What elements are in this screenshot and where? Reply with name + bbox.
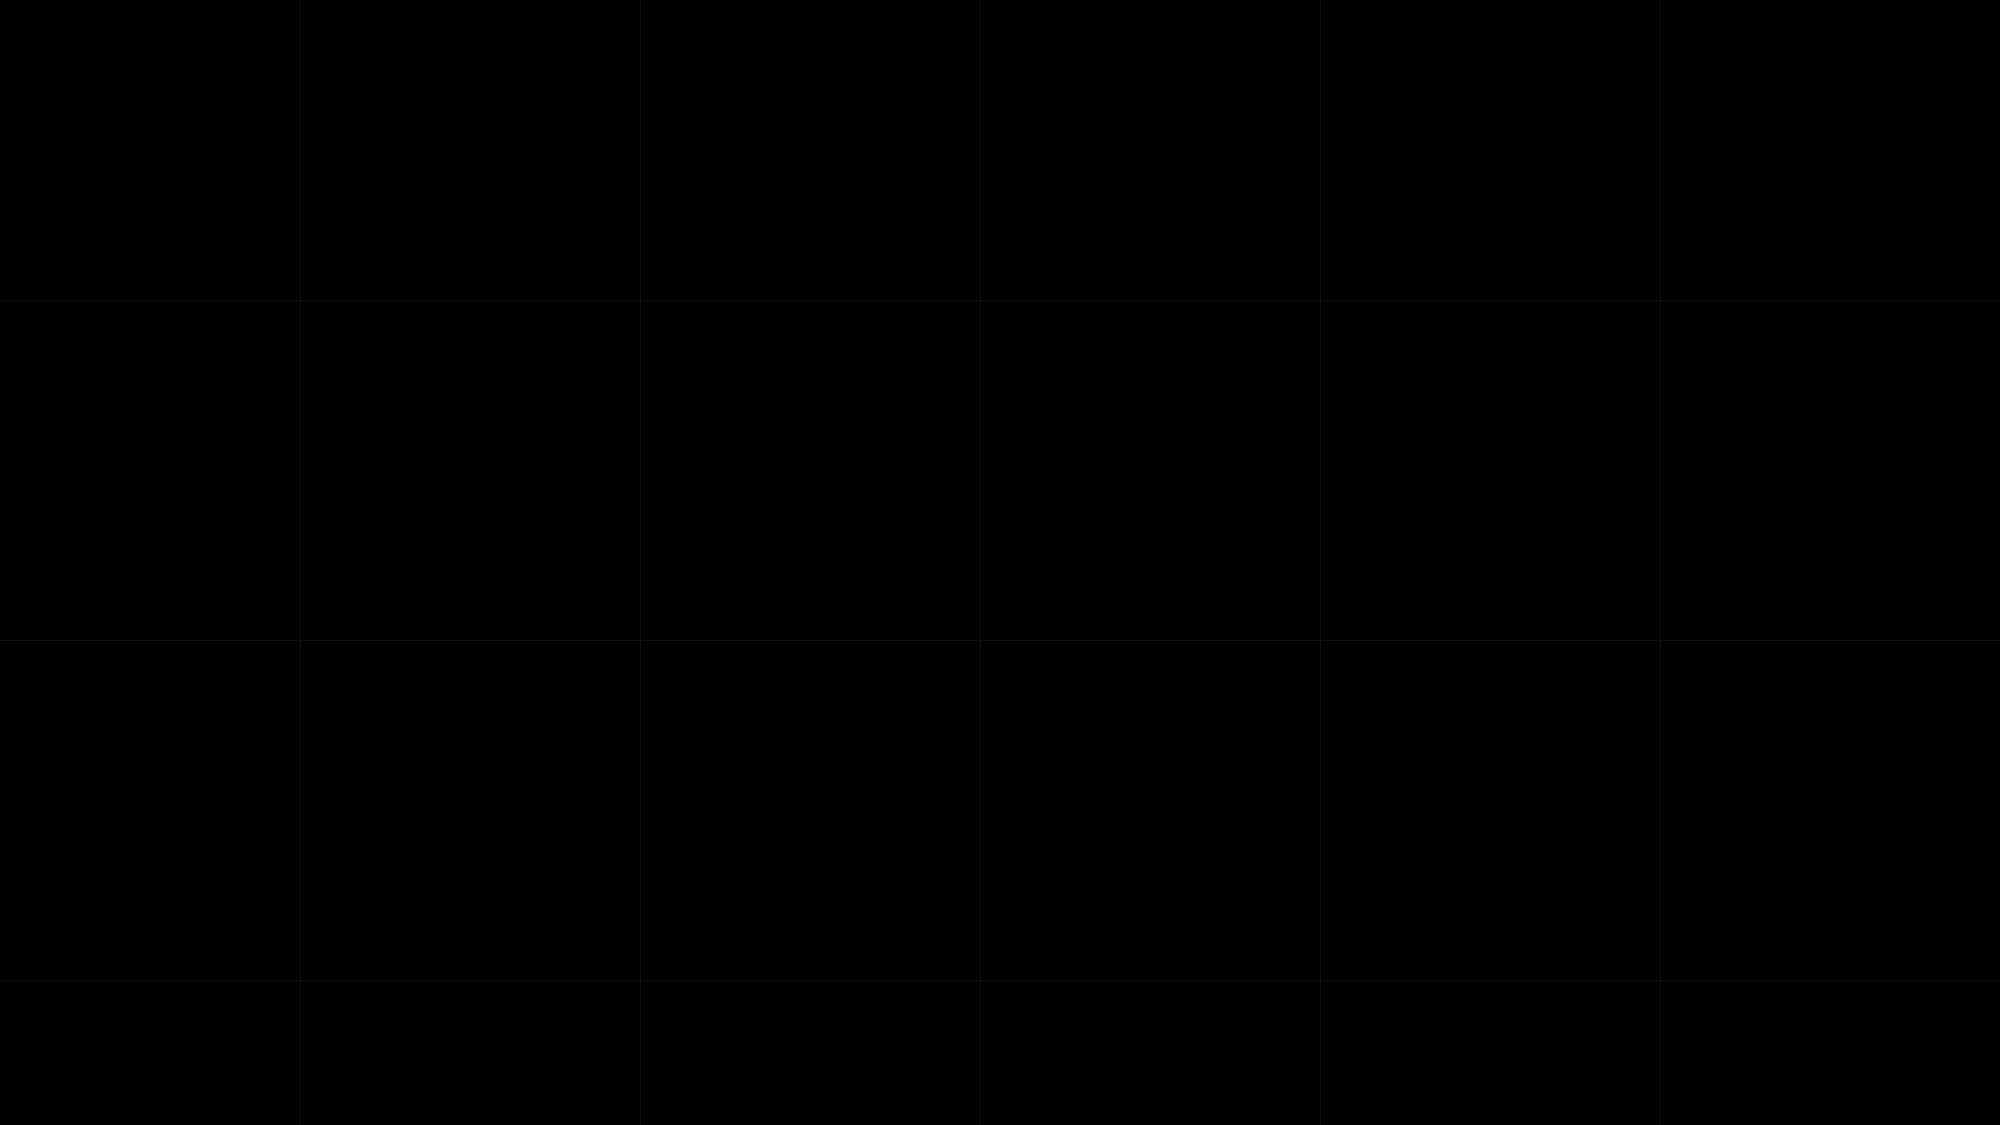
records-list xyxy=(0,0,2000,1125)
